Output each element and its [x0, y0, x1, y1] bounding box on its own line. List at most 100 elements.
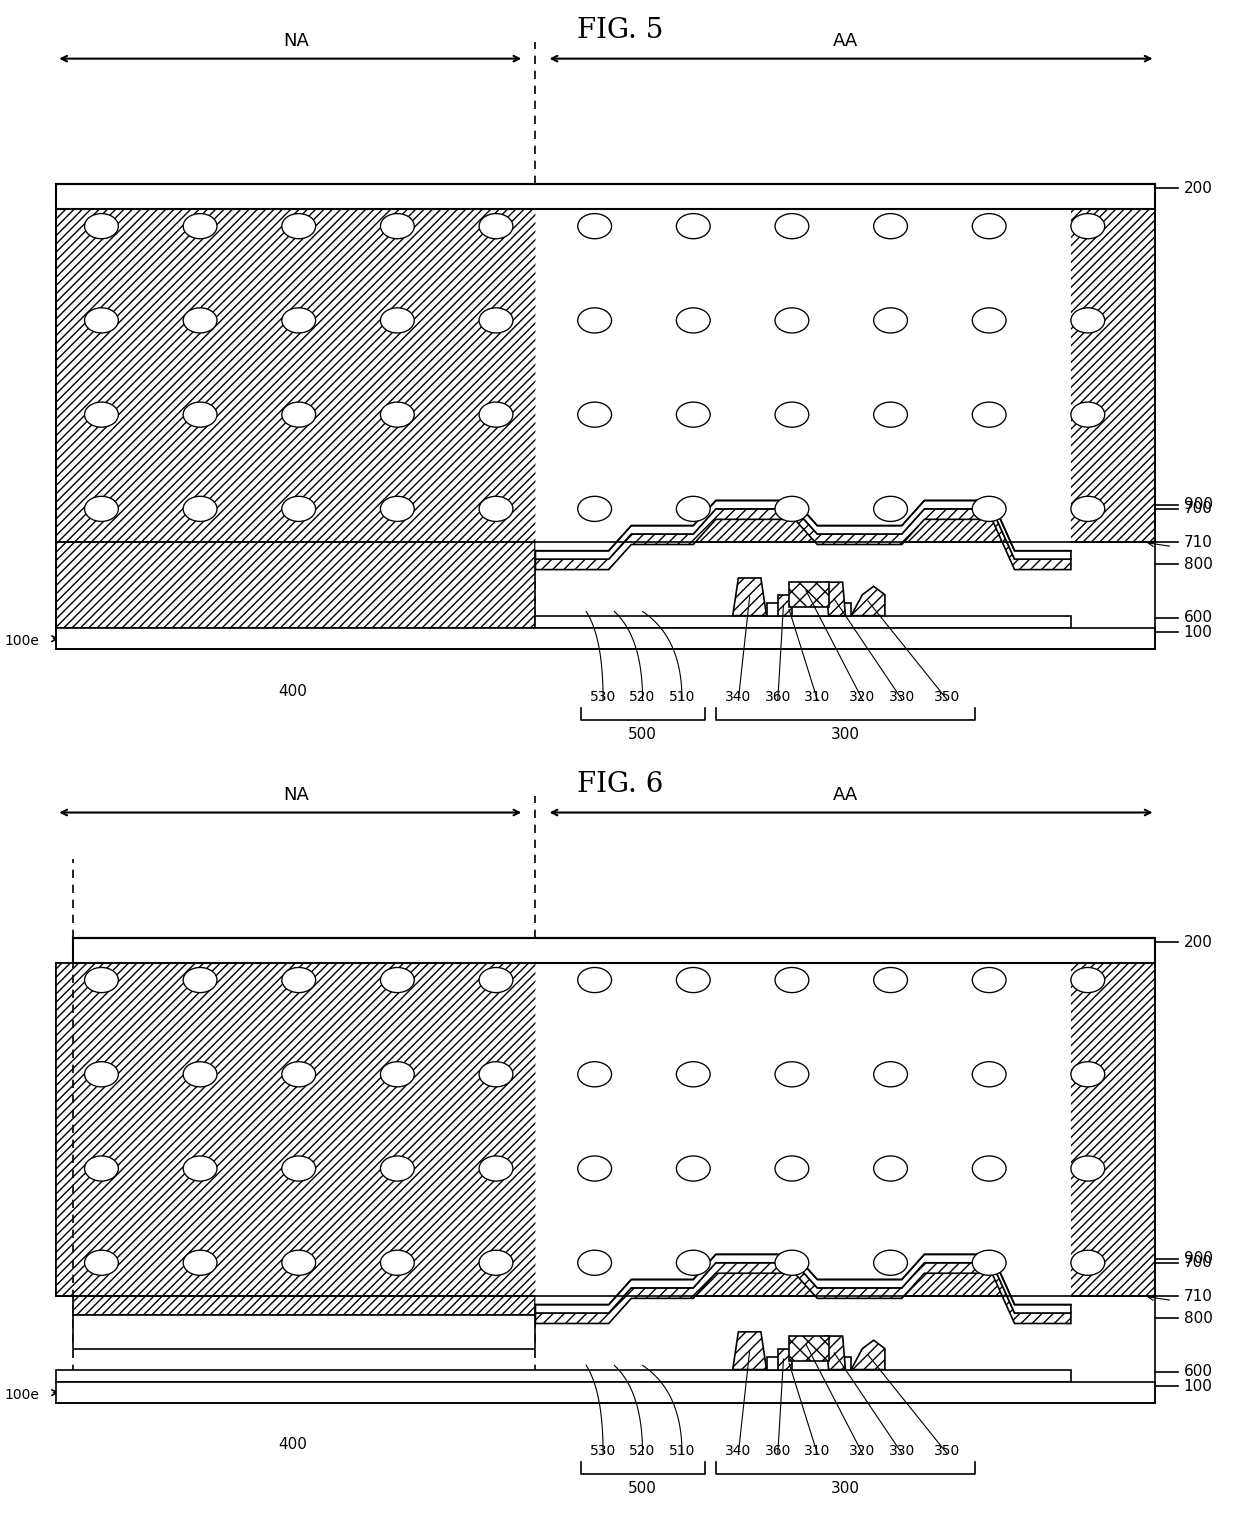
- Circle shape: [972, 213, 1006, 239]
- Text: 310: 310: [804, 1444, 831, 1458]
- Polygon shape: [536, 1263, 1071, 1323]
- Circle shape: [381, 967, 414, 993]
- Circle shape: [84, 967, 118, 993]
- Circle shape: [972, 402, 1006, 428]
- Text: NA: NA: [283, 786, 309, 804]
- Text: 400: 400: [279, 1438, 308, 1453]
- Text: NA: NA: [283, 32, 309, 50]
- Circle shape: [775, 496, 808, 521]
- Circle shape: [381, 308, 414, 334]
- Circle shape: [676, 967, 711, 993]
- Bar: [789, 582, 828, 608]
- Circle shape: [479, 1062, 513, 1087]
- Circle shape: [578, 1250, 611, 1275]
- Circle shape: [676, 402, 711, 428]
- Text: 700: 700: [1184, 1255, 1213, 1270]
- Circle shape: [479, 213, 513, 239]
- Circle shape: [281, 213, 316, 239]
- Circle shape: [874, 1250, 908, 1275]
- Text: 350: 350: [934, 690, 960, 704]
- Circle shape: [972, 1062, 1006, 1087]
- Text: 520: 520: [630, 690, 656, 704]
- Text: 700: 700: [1184, 501, 1213, 516]
- Circle shape: [578, 213, 611, 239]
- Circle shape: [184, 1156, 217, 1182]
- Circle shape: [281, 308, 316, 334]
- Circle shape: [1071, 308, 1105, 334]
- Text: 510: 510: [668, 1444, 696, 1458]
- Circle shape: [381, 496, 414, 521]
- Circle shape: [84, 1156, 118, 1182]
- Bar: [56, 629, 1156, 649]
- Circle shape: [972, 1156, 1006, 1182]
- Circle shape: [972, 1250, 1006, 1275]
- Circle shape: [381, 1156, 414, 1182]
- Circle shape: [874, 967, 908, 993]
- Circle shape: [184, 1250, 217, 1275]
- Text: 530: 530: [590, 1444, 616, 1458]
- Bar: [56, 209, 536, 627]
- Text: AA: AA: [833, 32, 858, 50]
- Text: 320: 320: [849, 1444, 875, 1458]
- Circle shape: [578, 1156, 611, 1182]
- Bar: [56, 184, 1156, 209]
- Circle shape: [479, 402, 513, 428]
- Polygon shape: [536, 501, 1071, 559]
- Circle shape: [1071, 1156, 1105, 1182]
- Text: 320: 320: [849, 690, 875, 704]
- Text: 100: 100: [1184, 1378, 1213, 1394]
- Circle shape: [1071, 213, 1105, 239]
- Bar: [56, 209, 1156, 542]
- Circle shape: [479, 1156, 513, 1182]
- Circle shape: [676, 1250, 711, 1275]
- Polygon shape: [536, 964, 1071, 1305]
- Text: 360: 360: [765, 1444, 791, 1458]
- Circle shape: [84, 402, 118, 428]
- Circle shape: [479, 308, 513, 334]
- Circle shape: [1071, 1250, 1105, 1275]
- Circle shape: [1071, 1062, 1105, 1087]
- Circle shape: [972, 308, 1006, 334]
- Circle shape: [676, 496, 711, 521]
- Text: FIG. 5: FIG. 5: [577, 17, 663, 44]
- Text: 200: 200: [1184, 181, 1213, 196]
- Circle shape: [578, 967, 611, 993]
- Text: 360: 360: [765, 690, 791, 704]
- Circle shape: [1071, 496, 1105, 521]
- Circle shape: [874, 308, 908, 334]
- Circle shape: [479, 496, 513, 521]
- Bar: [536, 615, 1071, 627]
- Circle shape: [281, 1156, 316, 1182]
- Text: 100: 100: [1184, 624, 1213, 640]
- Circle shape: [676, 213, 711, 239]
- Text: 520: 520: [630, 1444, 656, 1458]
- Circle shape: [676, 1062, 711, 1087]
- Polygon shape: [733, 1331, 766, 1369]
- Circle shape: [479, 967, 513, 993]
- Bar: [73, 964, 536, 1316]
- Circle shape: [84, 1250, 118, 1275]
- Bar: [56, 209, 1156, 542]
- Text: 600: 600: [1184, 1365, 1213, 1380]
- Circle shape: [84, 213, 118, 239]
- Text: 500: 500: [629, 1480, 657, 1496]
- Text: 340: 340: [725, 1444, 751, 1458]
- Bar: [73, 938, 1156, 964]
- Circle shape: [578, 308, 611, 334]
- Text: 800: 800: [1184, 557, 1213, 571]
- Circle shape: [381, 1250, 414, 1275]
- Bar: [777, 1349, 792, 1369]
- Bar: [56, 1369, 1071, 1383]
- Circle shape: [1071, 967, 1105, 993]
- Circle shape: [874, 213, 908, 239]
- Circle shape: [84, 496, 118, 521]
- Circle shape: [184, 496, 217, 521]
- Circle shape: [874, 402, 908, 428]
- Bar: [777, 595, 792, 615]
- Text: 530: 530: [590, 690, 616, 704]
- Circle shape: [775, 1250, 808, 1275]
- Circle shape: [775, 1156, 808, 1182]
- Circle shape: [184, 402, 217, 428]
- Bar: [56, 964, 1156, 1296]
- Text: 330: 330: [889, 690, 915, 704]
